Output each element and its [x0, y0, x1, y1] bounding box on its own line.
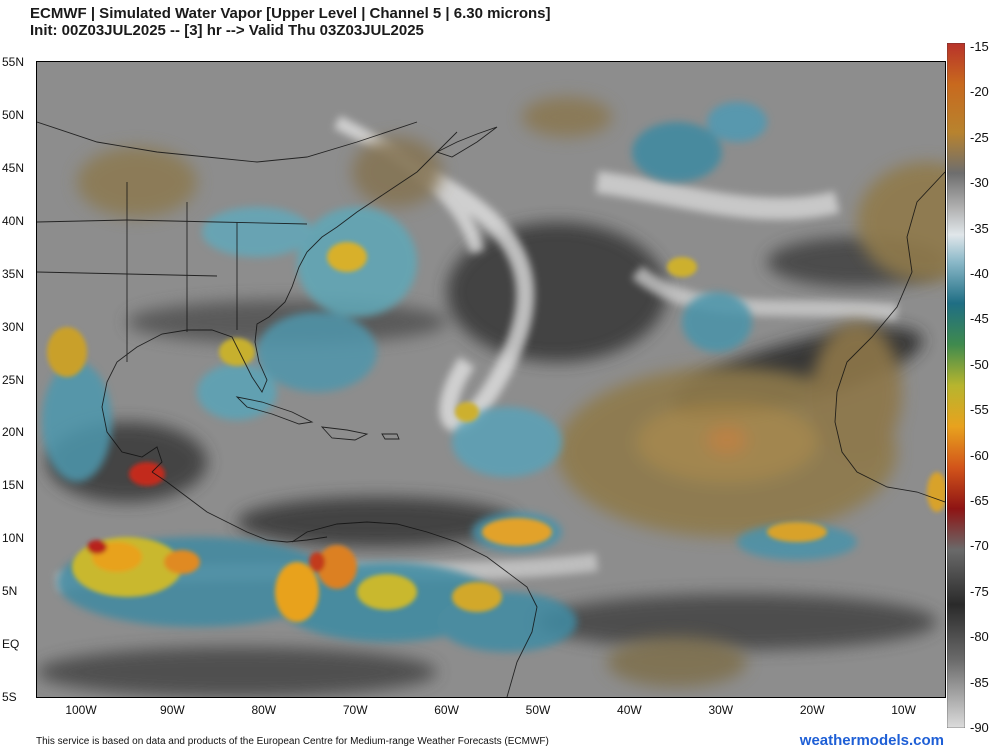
colorbar-tick-label: -60	[970, 447, 989, 463]
lon-label: 100W	[65, 703, 97, 717]
lat-label: 30N	[2, 319, 25, 334]
lat-label: 10N	[2, 531, 25, 546]
lat-label: 5N	[2, 584, 18, 599]
colorbar-tick-label: -30	[970, 175, 989, 191]
attribution-text: This service is based on data and produc…	[36, 736, 549, 747]
water-vapor-field	[37, 62, 945, 697]
colorbar-tick-label: -15	[970, 39, 989, 54]
colorbar-tick-label: -75	[970, 583, 989, 599]
lat-label: 15N	[2, 478, 25, 493]
lat-label: 50N	[2, 107, 25, 122]
lon-label: 90W	[160, 703, 185, 717]
map-subtitle: Init: 00Z03JUL2025 -- [3] hr --> Valid T…	[30, 22, 424, 39]
colorbar-tick-label: -65	[970, 493, 989, 508]
lat-label: 55N	[2, 55, 25, 69]
colorbar-tick-label: -85	[970, 674, 989, 690]
colorbar-tick-label: -90	[970, 720, 989, 735]
lat-label: 25N	[2, 372, 25, 387]
lon-label: 10W	[891, 703, 916, 717]
lon-label: 80W	[251, 703, 277, 717]
lon-label: 60W	[434, 703, 459, 717]
colorbar-tick-label: -70	[970, 538, 989, 554]
colorbar-tick-label: -35	[970, 220, 989, 236]
lon-label: 70W	[342, 703, 368, 717]
colorbar-tick-label: -80	[970, 629, 989, 645]
map-title: ECMWF | Simulated Water Vapor [Upper Lev…	[30, 5, 551, 22]
lat-label: EQ	[2, 637, 20, 652]
colorbar-tick-label: -50	[970, 356, 989, 372]
colorbar-tick-label: -45	[970, 311, 989, 327]
lat-label: 20N	[2, 425, 25, 440]
colorbar-tick-label: -25	[970, 129, 989, 145]
colorbar-tick-label: -55	[970, 402, 989, 418]
colorbar	[947, 43, 965, 728]
lon-label: 30W	[708, 703, 734, 717]
lon-label: 50W	[525, 703, 551, 717]
brand-link[interactable]: weathermodels.com	[799, 732, 944, 749]
water-vapor-map	[37, 62, 945, 697]
lon-label: 40W	[617, 703, 642, 717]
colorbar-tick-label: -40	[970, 266, 989, 281]
lat-label: 45N	[2, 160, 25, 175]
lon-label: 20W	[799, 703, 825, 717]
lat-label: 40N	[2, 213, 25, 228]
lat-label: 35N	[2, 266, 25, 281]
lat-label: 5S	[2, 690, 17, 704]
colorbar-tick-label: -20	[970, 84, 989, 100]
